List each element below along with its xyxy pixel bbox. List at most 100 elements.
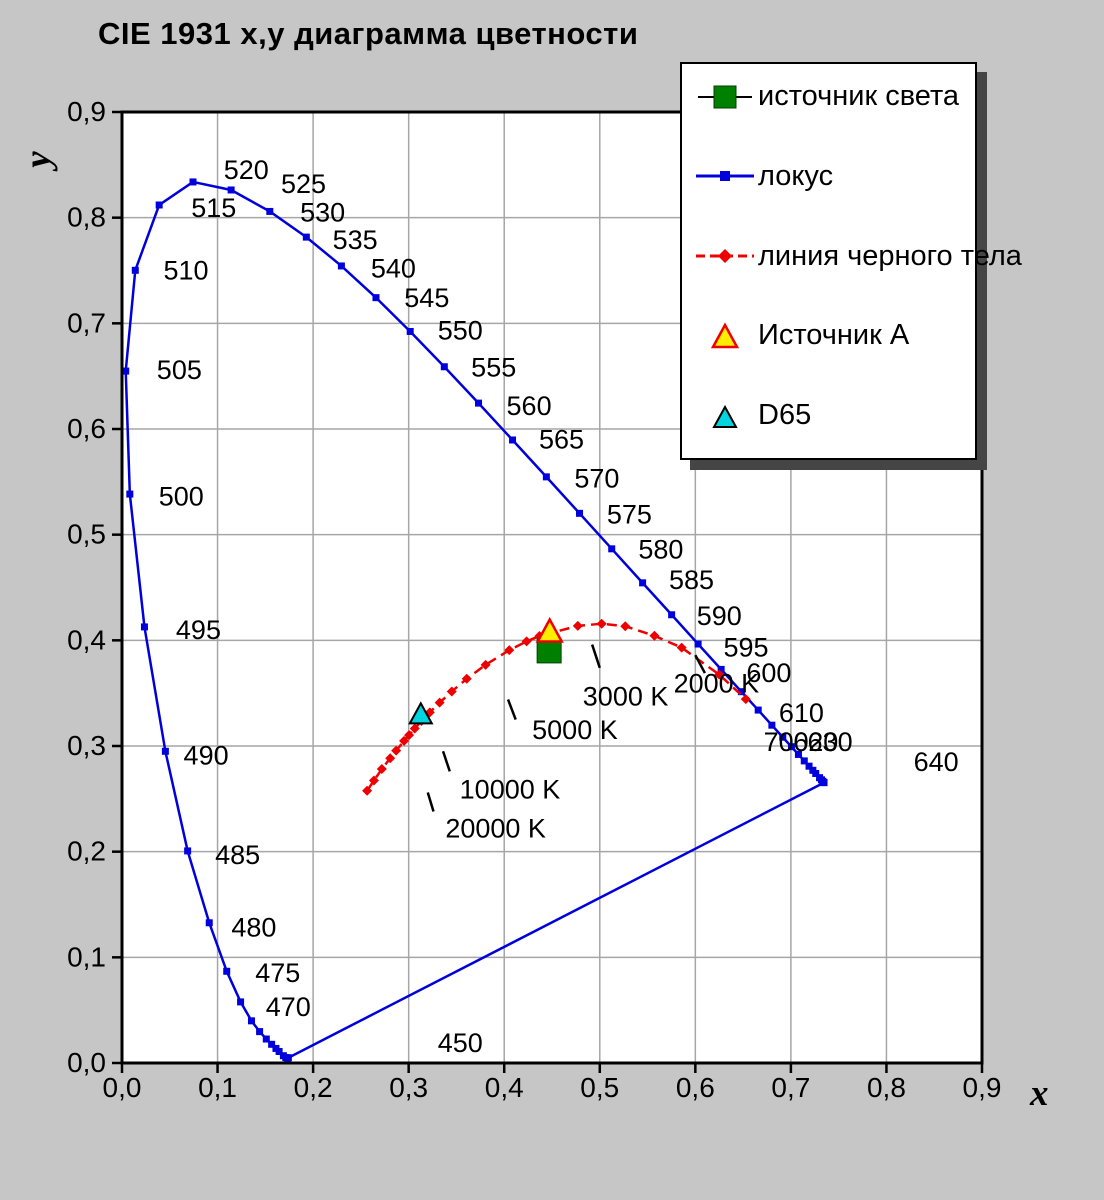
locus-marker: [576, 509, 584, 517]
locus-marker: [268, 1040, 276, 1048]
locus-marker: [140, 623, 148, 631]
temperature-label: 3000 K: [583, 681, 669, 711]
wavelength-label: 515: [191, 193, 236, 223]
locus-marker: [509, 436, 517, 444]
wavelength-label: 590: [697, 601, 742, 631]
locus-marker: [475, 399, 483, 407]
locus-marker: [779, 733, 787, 741]
blackbody-marker: [714, 669, 725, 680]
locus-marker: [542, 473, 550, 481]
legend-item-label: Источник А: [758, 319, 910, 352]
locus-marker: [639, 579, 647, 587]
locus-marker: [223, 967, 231, 975]
wavelength-label: 450: [438, 1028, 483, 1058]
wavelength-label: 585: [669, 565, 714, 595]
light-source-marker-icon: [692, 82, 758, 112]
locus-marker: [608, 545, 616, 553]
wavelength-label: 525: [281, 169, 326, 199]
blackbody-marker: [376, 764, 387, 775]
blackbody-marker: [404, 730, 415, 741]
locus-marker: [189, 178, 197, 186]
blackbody-marker: [596, 618, 607, 629]
temperature-leader-line: [506, 699, 517, 721]
locus-marker: [668, 611, 676, 619]
page-title: CIE 1931 x,y диаграмма цветности: [98, 16, 639, 51]
wavelength-label: 600: [746, 658, 791, 688]
locus-marker: [737, 688, 745, 696]
temperature-leader-line: [426, 792, 435, 812]
legend-item-label: D65: [758, 399, 812, 431]
locus-marker: [256, 1028, 264, 1036]
temperature-label: 20000 K: [445, 813, 546, 843]
locus-marker: [800, 757, 808, 765]
y-tick-label: 0,7: [67, 307, 106, 338]
wavelength-label: 510: [163, 256, 208, 286]
x-tick-label: 0,2: [294, 1072, 333, 1103]
x-tick-label: 0,3: [389, 1072, 428, 1103]
illuminant-a-triangle-icon: [692, 321, 758, 351]
blackbody-marker: [504, 645, 515, 656]
legend-item-light-source: источник света: [692, 80, 969, 113]
x-tick-label: 0,6: [676, 1072, 715, 1103]
y-tick-label: 0,3: [67, 730, 106, 761]
temperature-leader-line: [694, 654, 706, 674]
locus-marker: [787, 743, 795, 751]
legend-item-d65: D65: [692, 399, 969, 432]
legend-item-locus: локус: [692, 160, 969, 193]
locus-marker: [155, 201, 163, 209]
x-tick-label: 0,8: [867, 1072, 906, 1103]
x-tick-label: 0,9: [963, 1072, 1002, 1103]
legend: источник света локус линия черного тела …: [680, 62, 1022, 460]
locus-marker: [768, 721, 776, 729]
locus-marker: [161, 747, 169, 755]
locus-marker: [279, 1052, 287, 1060]
y-tick-label: 0,6: [67, 413, 106, 444]
wavelength-label: 530: [300, 197, 345, 227]
wavelength-label: 560: [507, 391, 552, 421]
temperature-leader-line: [441, 750, 451, 772]
wavelength-label: 570: [574, 464, 619, 494]
purple-boundary-line: [287, 781, 825, 1059]
locus-marker: [754, 706, 762, 714]
locus-marker: [184, 847, 192, 855]
locus-line-icon: [692, 161, 758, 191]
blackbody-marker: [572, 620, 583, 631]
wavelength-label: 490: [184, 741, 229, 771]
wavelength-label: 610: [779, 698, 824, 728]
wavelength-label: 480: [231, 913, 276, 943]
blackbody-marker: [385, 753, 396, 764]
plot-frame: [120, 110, 984, 1065]
light-source-marker: [536, 638, 562, 664]
blackbody-marker: [399, 735, 410, 746]
locus-marker: [406, 327, 414, 335]
blackbody-marker: [649, 630, 660, 641]
x-tick-label: 0,4: [485, 1072, 524, 1103]
x-tick-label: 0,5: [580, 1072, 619, 1103]
wavelength-label: 540: [371, 253, 416, 283]
temperature-label: 2000 K: [674, 669, 760, 699]
locus-marker: [205, 919, 213, 927]
temperature-label: 5000 K: [532, 715, 618, 745]
y-tick-label: 0,2: [67, 836, 106, 867]
legend-item-blackbody: линия черного тела: [692, 240, 1022, 273]
wavelength-label: 535: [333, 225, 378, 255]
locus-marker: [131, 266, 139, 274]
wavelength-label: 500: [159, 482, 204, 512]
blackbody-marker: [461, 673, 472, 684]
blackbody-marker: [521, 636, 532, 647]
locus-marker: [237, 998, 245, 1006]
locus-marker: [272, 1044, 280, 1052]
legend-item-label: локус: [758, 159, 834, 192]
wavelength-label: 505: [157, 355, 202, 385]
x-tick-label: 0,0: [103, 1072, 142, 1103]
wavelength-label: 630: [808, 727, 853, 757]
locus-marker: [122, 367, 130, 375]
wavelength-label: 555: [471, 353, 516, 383]
locus-marker: [302, 233, 310, 241]
wavelength-label: 575: [607, 500, 652, 530]
x-tick-label: 0,7: [771, 1072, 810, 1103]
blackbody-marker: [620, 621, 631, 632]
locus-marker: [812, 769, 820, 777]
wavelength-label: 550: [438, 316, 483, 346]
